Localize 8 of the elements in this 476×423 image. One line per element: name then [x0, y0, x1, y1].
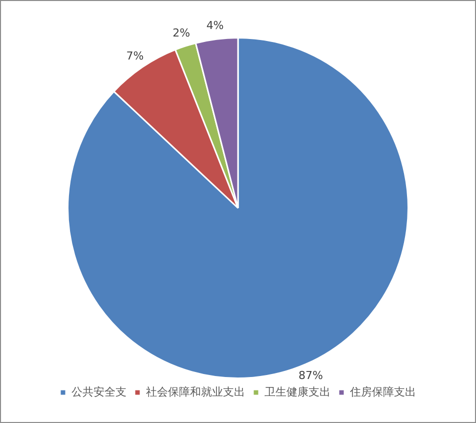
legend-label: 公共安全支	[72, 385, 126, 398]
data-label: 2%	[172, 26, 190, 40]
data-label: 4%	[206, 19, 224, 32]
legend-label: 卫生健康支出	[264, 385, 330, 398]
legend-label: 住房保障支出	[350, 385, 416, 398]
legend-label: 社会保障和就业支出	[146, 385, 245, 398]
data-label: 87%	[298, 369, 324, 382]
data-label: 7%	[126, 49, 144, 62]
